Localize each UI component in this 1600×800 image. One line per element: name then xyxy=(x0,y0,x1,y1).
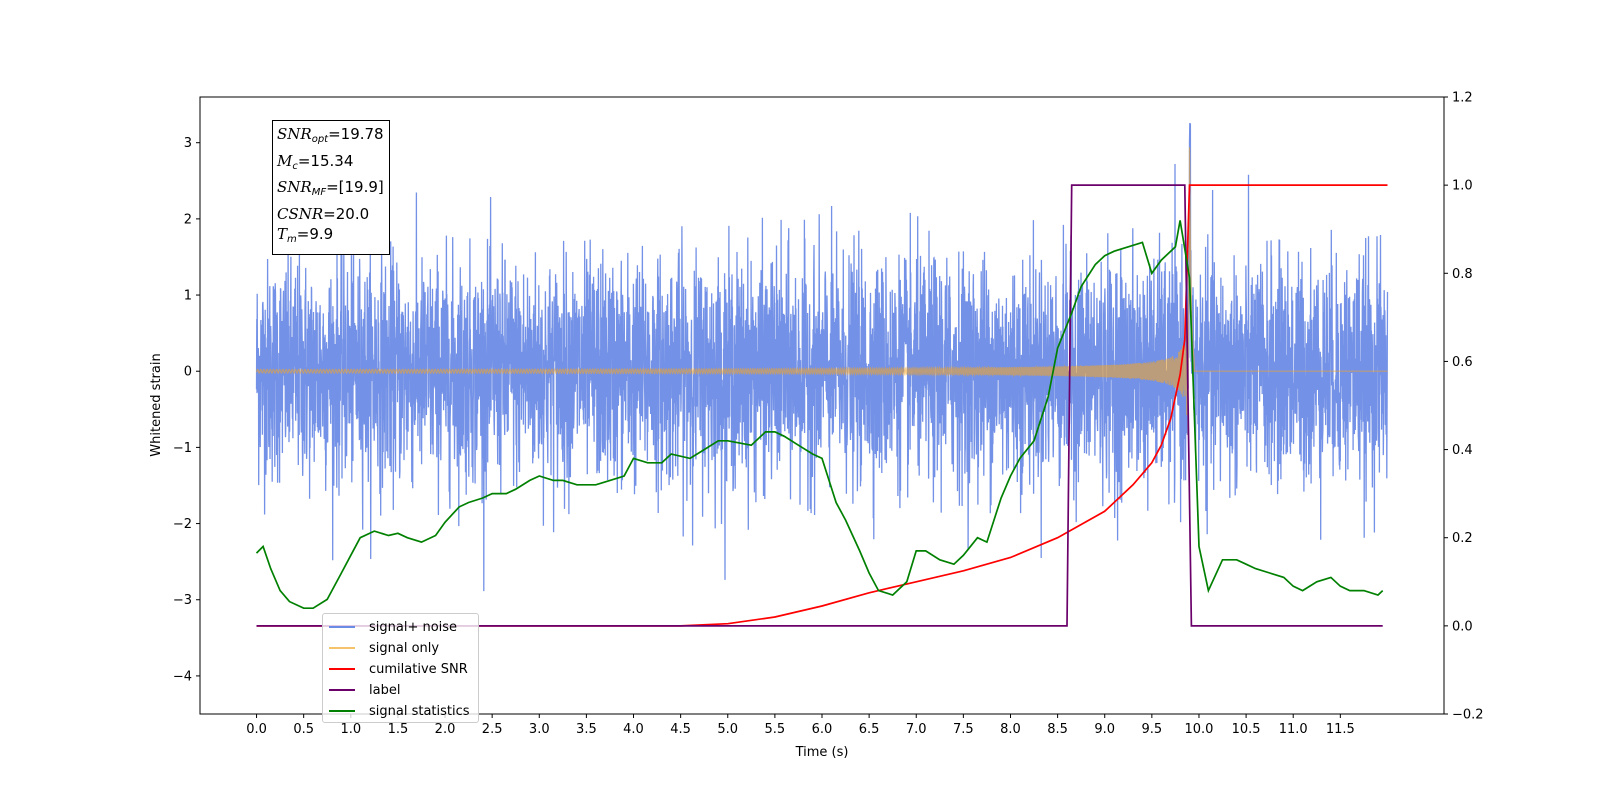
legend-item-label: label xyxy=(329,680,400,700)
x-tick-label: 8.0 xyxy=(1000,722,1021,737)
y-axis-label: Whitened strain xyxy=(149,353,164,456)
x-tick-label: 5.0 xyxy=(717,722,738,737)
x-tick-label: 2.0 xyxy=(435,722,456,737)
info-csnr: CSNR=20.0 xyxy=(277,204,370,223)
y-left-tick-label: 2 xyxy=(184,212,192,227)
series-signal-statistics xyxy=(255,220,1384,610)
y-left-tick-label: −3 xyxy=(173,593,192,608)
x-tick-label: 1.0 xyxy=(340,722,361,737)
x-tick-label: 6.5 xyxy=(859,722,880,737)
info-mc: Mc=15.34 xyxy=(277,151,354,172)
legend-swatch-signal-noise xyxy=(329,626,355,628)
x-tick-label: 3.5 xyxy=(576,722,597,737)
series-cumulative-snr xyxy=(256,184,1388,627)
legend-item-signal-noise: signal+ noise xyxy=(329,617,457,637)
series-signal-noise xyxy=(255,123,1389,592)
y-right-tick-label: 1.0 xyxy=(1452,179,1473,194)
x-tick-label: 10.0 xyxy=(1184,722,1213,737)
y-right-tick-label: 0.4 xyxy=(1452,443,1473,458)
y-left-tick-label: −4 xyxy=(173,669,192,684)
y-left-tick-label: −1 xyxy=(173,441,192,456)
x-tick-label: 11.0 xyxy=(1279,722,1308,737)
y-right-tick-label: 0.0 xyxy=(1452,619,1473,634)
x-tick-label: 11.5 xyxy=(1326,722,1355,737)
series-signal-only xyxy=(255,147,1388,436)
x-tick-label: 2.5 xyxy=(482,722,503,737)
legend-swatch-signal-statistics xyxy=(329,710,355,712)
y-left-tick-label: −2 xyxy=(173,517,192,532)
x-tick-label: 4.0 xyxy=(623,722,644,737)
info-snr-opt: SNRopt=19.78 xyxy=(277,125,384,145)
x-tick-label: 0.0 xyxy=(246,722,267,737)
axes: 0.0 0.5 1.0 1.5 2.0 2.5 3.0 3.5 4.0 4.5 5.0 5.5 6.0 6… xyxy=(173,91,1484,738)
x-tick-label: 8.5 xyxy=(1047,722,1068,737)
x-tick-label: 7.0 xyxy=(906,722,927,737)
legend-item-signal-statistics: signal statistics xyxy=(329,701,470,721)
legend-swatch-label xyxy=(329,689,355,691)
legend-item-signal-only: signal only xyxy=(329,638,439,658)
y-right-tick-label: 1.2 xyxy=(1452,91,1473,106)
y-left-tick-label: 1 xyxy=(184,289,192,304)
x-tick-label: 9.5 xyxy=(1142,722,1163,737)
x-tick-label: 0.5 xyxy=(293,722,314,737)
info-box: SNRopt=19.78 Mc=15.34 SNRMF=[19.9] CSNR=… xyxy=(272,120,390,255)
x-tick-label: 9.0 xyxy=(1094,722,1115,737)
x-tick-label: 1.5 xyxy=(388,722,409,737)
legend-item-cumulative-snr: cumilative SNR xyxy=(329,659,468,679)
y-right-tick-label: 0.2 xyxy=(1452,531,1473,546)
series-label xyxy=(256,184,1383,627)
legend-swatch-cumulative-snr xyxy=(329,668,355,670)
y-right-tick-label: 0.6 xyxy=(1452,355,1473,370)
x-tick-label: 7.5 xyxy=(953,722,974,737)
info-snr-mf: SNRMF=[19.9] xyxy=(277,178,384,198)
x-tick-label: 4.5 xyxy=(670,722,691,737)
y-right-tick-label: 0.8 xyxy=(1452,267,1473,282)
legend-swatch-signal-only xyxy=(329,647,355,649)
legend: signal+ noise signal only cumilative SNR… xyxy=(322,613,479,723)
y-left-tick-label: 3 xyxy=(184,136,192,151)
x-tick-label: 6.0 xyxy=(812,722,833,737)
x-tick-label: 10.5 xyxy=(1232,722,1261,737)
x-tick-label: 5.5 xyxy=(765,722,786,737)
y-right-tick-label: −0.2 xyxy=(1452,708,1484,723)
info-tm: Tm=9.9 xyxy=(277,225,334,245)
x-axis-label: Time (s) xyxy=(795,745,849,760)
y-left-tick-label: 0 xyxy=(184,365,192,380)
x-tick-label: 3.0 xyxy=(529,722,550,737)
plot-area xyxy=(255,123,1389,627)
